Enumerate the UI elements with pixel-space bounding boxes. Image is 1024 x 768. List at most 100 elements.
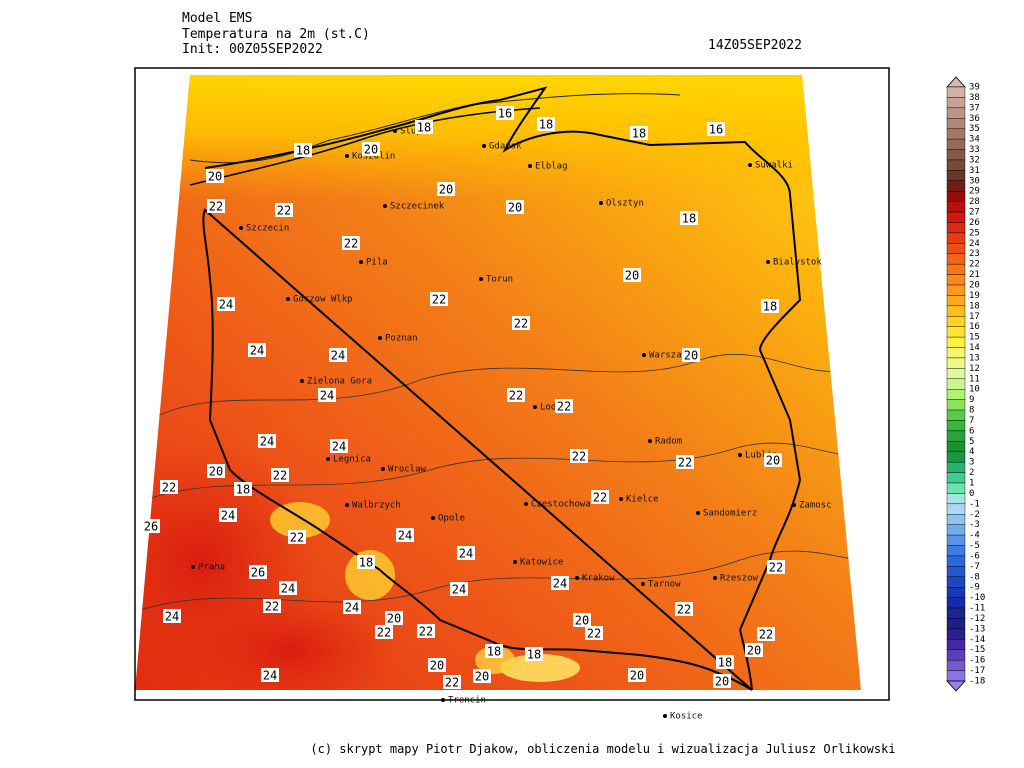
city-dot <box>738 453 742 457</box>
contour-label-box <box>682 348 700 362</box>
colorbar-cell <box>946 670 966 682</box>
colorbar-label: -8 <box>969 572 980 582</box>
colorbar-cell <box>946 461 966 473</box>
contour-label-box <box>343 600 361 614</box>
contour-label-box <box>163 609 181 623</box>
contour-label: 22 <box>277 204 291 218</box>
city-name: Radom <box>655 437 682 447</box>
city-dot <box>326 457 330 461</box>
contour-label: 16 <box>498 107 512 121</box>
city-dot <box>575 576 579 580</box>
colorbar-cell <box>946 149 966 161</box>
colorbar: 3938373635343332313029282726252423222120… <box>946 76 985 692</box>
contour-label-box <box>234 482 252 496</box>
contour-label: 24 <box>553 577 567 591</box>
city-name: Lodz <box>540 403 562 413</box>
colorbar-cell <box>946 628 966 640</box>
contour-label: 20 <box>430 659 444 673</box>
colorbar-cell <box>946 263 966 275</box>
colorbar-label: -18 <box>969 677 985 687</box>
colorbar-cell <box>946 159 966 171</box>
city-dot <box>479 277 483 281</box>
colorbar-label: 12 <box>969 364 980 374</box>
city-dot <box>431 516 435 520</box>
colorbar-cell <box>946 597 966 609</box>
city-name: Torun <box>486 275 513 285</box>
contour-label-box <box>248 343 266 357</box>
contour-label: 18 <box>632 127 646 141</box>
city-name: Elblag <box>535 162 568 172</box>
city-name: Walbrzych <box>352 501 401 511</box>
contour-label: 24 <box>221 509 235 523</box>
colorbar-label: -15 <box>969 645 985 655</box>
contour-label-box <box>496 106 514 120</box>
city-name: Kielce <box>626 495 659 505</box>
contour-label: 24 <box>459 547 473 561</box>
city-name: Sandomierz <box>703 509 757 519</box>
city-dot <box>383 204 387 208</box>
city-name: Zamosc <box>799 501 832 511</box>
contour-label: 22 <box>162 481 176 495</box>
colorbar-label: 3 <box>969 458 974 468</box>
colorbar-label: 2 <box>969 468 974 478</box>
mountain-cool-area <box>270 502 330 538</box>
colorbar-label: 23 <box>969 249 980 259</box>
colorbar-cell <box>946 378 966 390</box>
init-time: Init: 00Z05SEP2022 <box>182 42 323 57</box>
colorbar-cell <box>946 399 966 411</box>
contour-label: 24 <box>260 435 274 449</box>
contour-label-box <box>396 528 414 542</box>
contour-label: 22 <box>265 600 279 614</box>
contour-label: 22 <box>678 456 692 470</box>
city-name: Tarnow <box>648 580 681 590</box>
map-frame <box>134 67 890 701</box>
city-dot <box>641 582 645 586</box>
contour-label: 24 <box>331 349 345 363</box>
city-dot <box>599 201 603 205</box>
contour-label: 24 <box>332 440 346 454</box>
colorbar-cell <box>946 170 966 181</box>
contour-label-box <box>294 143 312 157</box>
colorbar-label: 33 <box>969 145 980 155</box>
city-dot <box>393 129 397 133</box>
mountain-cool-area <box>500 654 580 682</box>
city-dot <box>642 353 646 357</box>
colorbar-cell <box>946 97 966 109</box>
contour-label-box <box>555 399 573 413</box>
contour-label-box <box>473 669 491 683</box>
city-name: Czestochowa <box>531 500 591 510</box>
contour-label: 18 <box>359 556 373 570</box>
north-cool-area <box>135 75 861 200</box>
contour-label-box <box>676 455 694 469</box>
contour-label: 18 <box>527 648 541 662</box>
contour-label: 22 <box>377 626 391 640</box>
colorbar-cell <box>946 347 966 359</box>
city-dot <box>528 164 532 168</box>
city-dot <box>191 565 195 569</box>
city-dot <box>792 503 796 507</box>
colorbar-label: -3 <box>969 520 980 530</box>
colorbar-cell <box>946 659 966 671</box>
colorbar-label: 18 <box>969 301 980 311</box>
contour-label: 22 <box>273 469 287 483</box>
colorbar-label: 9 <box>969 395 974 405</box>
colorbar-label: -14 <box>969 635 985 645</box>
colorbar-cell <box>946 191 966 202</box>
city-dot <box>766 260 770 264</box>
contour-label: 26 <box>251 566 265 580</box>
contour-label-box <box>428 658 446 672</box>
colorbar-cell <box>946 420 966 432</box>
contour-label-box <box>385 611 403 625</box>
city-dot <box>748 163 752 167</box>
contour-label: 24 <box>250 344 264 358</box>
colorbar-label: 19 <box>969 291 980 301</box>
colorbar-label: -13 <box>969 624 985 634</box>
city-dot <box>345 154 349 158</box>
contour-label-box <box>570 449 588 463</box>
coastline <box>189 107 541 186</box>
colorbar-label: 25 <box>969 228 980 238</box>
colorbar-label: 1 <box>969 479 974 489</box>
contour-label: 20 <box>575 614 589 628</box>
contour-label-box <box>628 668 646 682</box>
colorbar-label: -2 <box>969 510 980 520</box>
